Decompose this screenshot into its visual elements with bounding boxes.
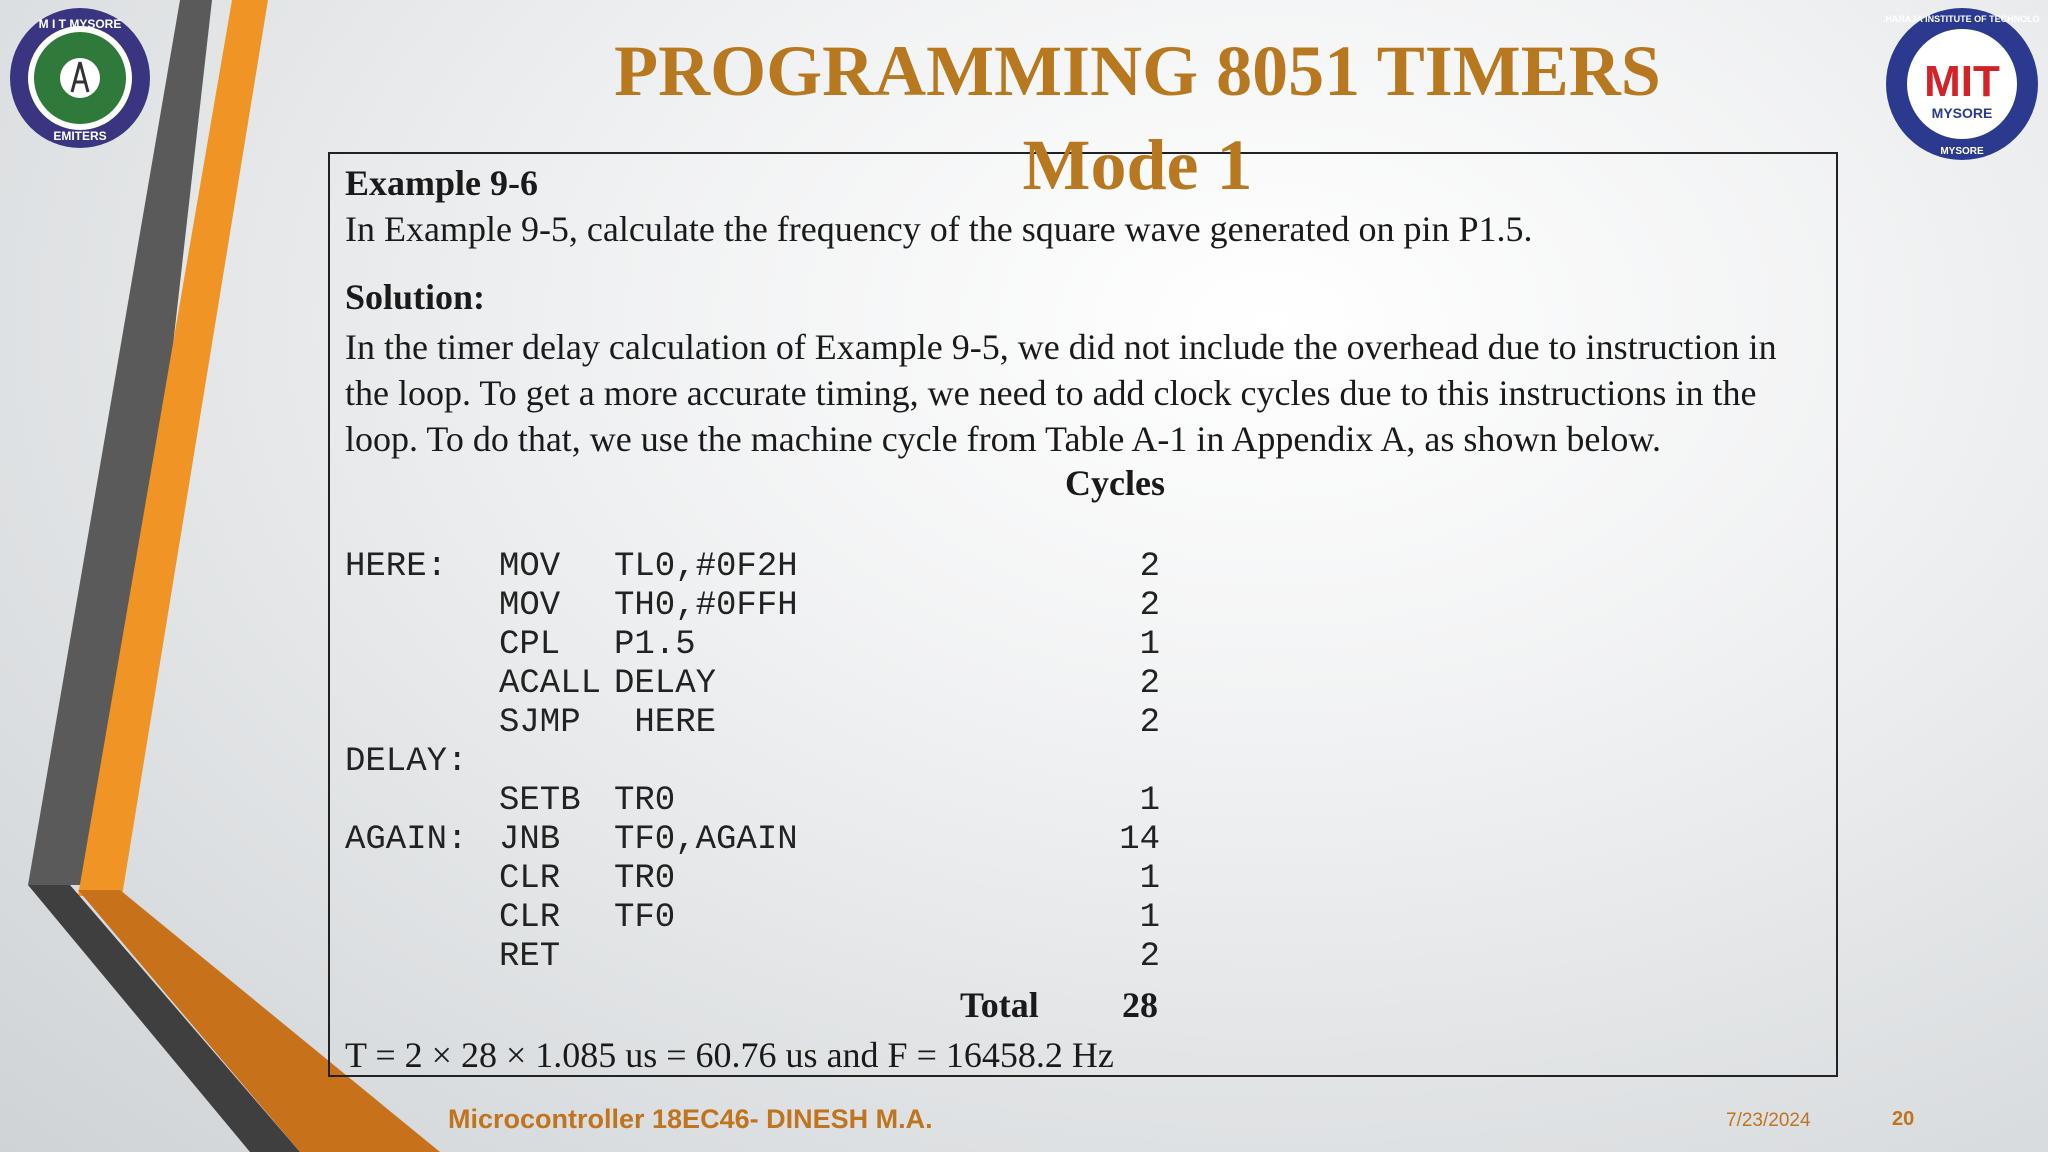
cycle-count: 1	[1139, 782, 1160, 820]
code-opcode: CLR	[499, 860, 561, 898]
formula: T = 2 × 28 × 1.085 us = 60.76 us and F =…	[345, 1035, 1114, 1075]
code-operand: TL0,#0F2H	[614, 548, 798, 586]
code-operand: TF0,AGAIN	[614, 821, 798, 859]
title-line-2: Mode 1	[1022, 125, 1253, 205]
code-label: DELAY:	[345, 743, 468, 781]
cycle-count: 1	[1139, 626, 1160, 664]
dark-diagonal	[28, 885, 300, 1152]
mit-mysore-logo: MIT MYSORE MAHARAJA INSTITUTE OF TECHNOL…	[1884, 8, 2040, 160]
emiters-logo: M I T MYSORE EMITERS	[10, 8, 150, 148]
code-opcode: SETB	[499, 782, 581, 820]
example-heading: Example 9-6	[345, 163, 538, 203]
cycle-count: 2	[1139, 704, 1160, 742]
solution-line: loop. To do that, we use the machine cyc…	[345, 419, 1662, 459]
code-opcode: MOV	[499, 548, 561, 586]
solution-line: In the timer delay calculation of Exampl…	[345, 327, 1777, 367]
cycle-count: 2	[1139, 587, 1160, 625]
code-operand: TF0	[614, 899, 676, 937]
code-opcode: SJMP	[499, 704, 581, 742]
cycle-count: 2	[1139, 665, 1160, 703]
solution-heading: Solution:	[345, 277, 486, 317]
svg-text:MIT: MIT	[1924, 57, 2000, 106]
cycle-count: 2	[1139, 938, 1160, 976]
cycle-count: 1	[1139, 899, 1160, 937]
solution-text: In the timer delay calculation of Exampl…	[345, 324, 1837, 462]
code-operand: TR0	[614, 860, 676, 898]
title-line-1: PROGRAMMING 8051 TIMERS	[614, 31, 1661, 111]
example-question: In Example 9-5, calculate the frequency …	[345, 209, 1533, 249]
total-value: 28	[1122, 985, 1158, 1025]
footer-page-number: 20	[1892, 1108, 1915, 1130]
cycles-heading: Cycles	[1065, 463, 1165, 503]
code-operand: TR0	[614, 782, 676, 820]
code-operand: HERE	[614, 704, 717, 742]
code-operand: P1.5	[614, 626, 696, 664]
code-label: HERE:	[345, 548, 448, 586]
code-opcode: RET	[499, 938, 561, 976]
svg-text:EMITERS: EMITERS	[53, 129, 106, 143]
code-opcode: MOV	[499, 587, 561, 625]
footer-course: Microcontroller 18EC46- DINESH M.A.	[448, 1104, 933, 1134]
orange-diagonal	[78, 890, 440, 1152]
code-opcode: CPL	[499, 626, 561, 664]
code-opcode: CLR	[499, 899, 561, 937]
content-box	[328, 152, 1838, 1077]
code-opcode: ACALL	[499, 665, 602, 703]
svg-text:MAHARAJA INSTITUTE OF TECHNOLO: MAHARAJA INSTITUTE OF TECHNOLOGY	[1884, 14, 2040, 24]
gray-stripe	[28, 0, 212, 885]
cycle-count: 14	[1119, 821, 1160, 859]
code-opcode: JNB	[499, 821, 561, 859]
code-operand: DELAY	[614, 665, 717, 703]
code-label: AGAIN:	[345, 821, 468, 859]
total-label: Total	[960, 985, 1039, 1025]
cycle-count: 1	[1139, 860, 1160, 898]
svg-text:M I T MYSORE: M I T MYSORE	[39, 17, 122, 31]
svg-text:MYSORE: MYSORE	[1932, 105, 1993, 121]
slide-title: PROGRAMMING 8051 TIMERS Mode 1	[460, 24, 1815, 212]
orange-stripe	[78, 0, 268, 896]
solution-line: the loop. To get a more accurate timing,…	[345, 373, 1757, 413]
code-operand: TH0,#0FFH	[614, 587, 798, 625]
footer-date: 7/23/2024	[1726, 1110, 1811, 1131]
cycle-count: 2	[1139, 548, 1160, 586]
svg-text:MYSORE: MYSORE	[1940, 146, 1984, 157]
